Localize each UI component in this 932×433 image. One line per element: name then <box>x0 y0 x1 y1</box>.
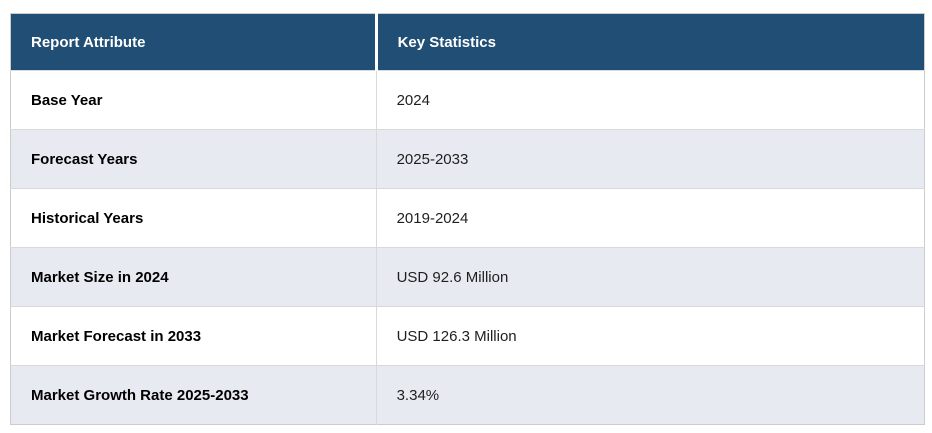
row-attribute-market-forecast: Market Forecast in 2033 <box>10 306 377 366</box>
row-value-historical-years: 2019-2024 <box>375 188 925 248</box>
row-attribute-base-year: Base Year <box>10 70 377 130</box>
row-value-base-year: 2024 <box>375 70 925 130</box>
column-header-report-attribute: Report Attribute <box>10 13 377 71</box>
row-attribute-historical-years: Historical Years <box>10 188 377 248</box>
table-header-row: Report Attribute Key Statistics <box>10 13 925 71</box>
table-row: Forecast Years 2025-2033 <box>10 129 925 189</box>
table-row: Market Size in 2024 USD 92.6 Million <box>10 247 925 307</box>
row-attribute-growth-rate: Market Growth Rate 2025-2033 <box>10 365 377 425</box>
row-value-market-size: USD 92.6 Million <box>375 247 925 307</box>
table-row: Market Forecast in 2033 USD 126.3 Millio… <box>10 306 925 366</box>
row-value-growth-rate: 3.34% <box>375 365 925 425</box>
row-value-forecast-years: 2025-2033 <box>375 129 925 189</box>
table-row: Historical Years 2019-2024 <box>10 188 925 248</box>
row-value-market-forecast: USD 126.3 Million <box>375 306 925 366</box>
table-row: Market Growth Rate 2025-2033 3.34% <box>10 365 925 425</box>
row-attribute-forecast-years: Forecast Years <box>10 129 377 189</box>
table-row: Base Year 2024 <box>10 70 925 130</box>
row-attribute-market-size: Market Size in 2024 <box>10 247 377 307</box>
report-statistics-table: Report Attribute Key Statistics Base Yea… <box>10 13 925 425</box>
column-header-key-statistics: Key Statistics <box>374 13 925 71</box>
